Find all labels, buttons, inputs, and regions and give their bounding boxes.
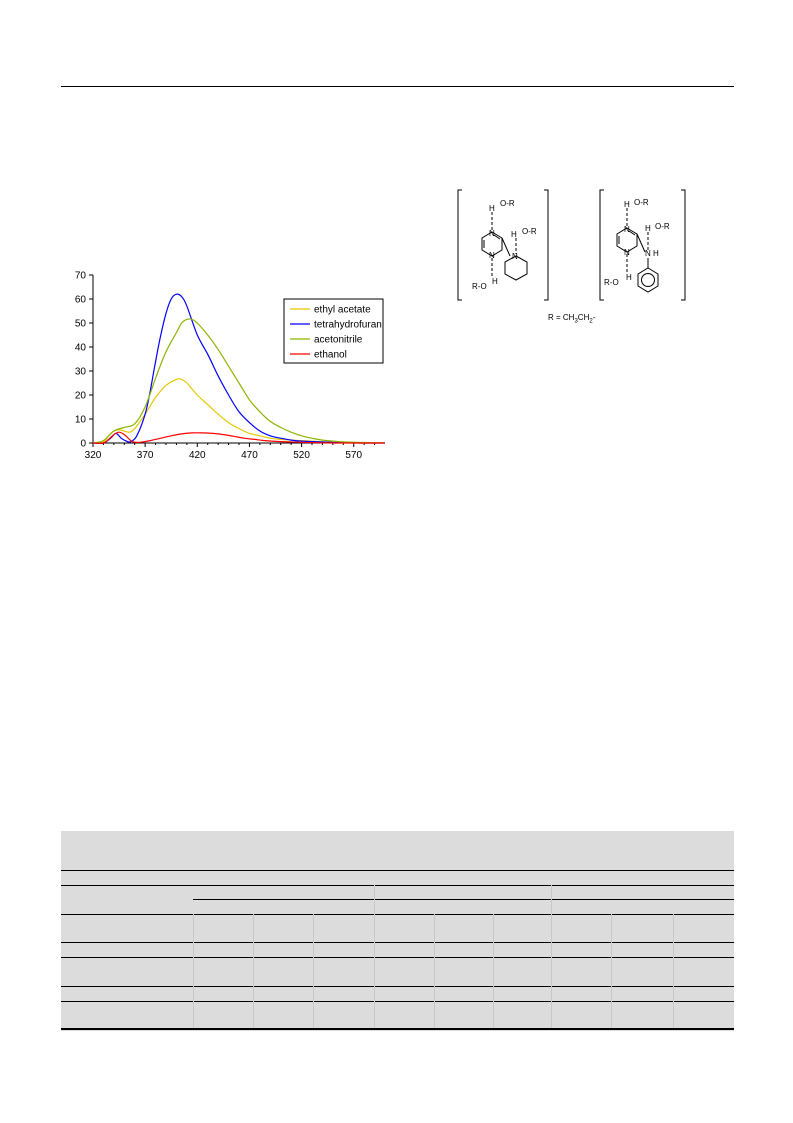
x-tick-label: 470 [241,450,258,461]
right-ro-bottom: R-O [604,278,619,287]
y-tick-label: 10 [75,415,87,426]
table-rule [193,899,734,900]
left-h-pip: H [511,230,517,239]
series-line-tetrahydrofuran [92,293,385,444]
left-h-top: H [489,204,495,213]
left-or-pip: O-R [522,227,537,236]
hydrogen-bond-complex-structures: H O-R N N H O-R N H R-O H O-R N H O-R N … [457,189,686,301]
left-complex [457,189,549,301]
table-col-divider [193,914,194,1028]
table-rule [61,1028,734,1030]
right-n-top: N [624,225,630,234]
left-ro-bottom: R-O [472,282,487,291]
x-tick-label: 520 [293,450,310,461]
chart-legend: ethyl acetate tetrahydrofuran acetonitrile… [283,298,384,364]
right-or-top: O-R [634,198,649,207]
y-tick-label: 70 [75,271,87,282]
series-line-ethanol [92,431,385,444]
y-tick-label: 40 [75,343,87,354]
legend-label: ethanol [314,350,347,361]
left-n-bottom: N [489,251,495,260]
legend-label: tetrahydrofuran [314,320,382,331]
chart-series [92,293,386,444]
data-table [61,831,734,1031]
chart-axes: 0 10 20 30 40 50 60 70 320 370 420 470 520 570 [75,271,385,461]
y-tick-label: 50 [75,319,87,330]
left-h-bottom: H [492,277,498,286]
right-h-amine: H [653,249,659,258]
series-line-acetonitrile [92,318,386,444]
header-rule [61,86,734,87]
legend-label: acetonitrile [314,335,363,346]
legend-box [283,298,384,364]
table-col-divider [253,914,254,1028]
right-complex [599,189,686,301]
right-n-bottom: N [624,248,630,257]
table-col-divider [434,914,435,1028]
table-col-divider [374,885,375,1028]
table-rule [61,942,734,943]
x-tick-label: 570 [345,450,362,461]
table-rule [61,957,734,958]
y-tick-label: 20 [75,391,87,402]
right-h-nh: H [645,224,651,233]
table-rule [61,986,734,987]
left-or-top: O-R [500,199,515,208]
left-n-top: N [489,229,495,238]
x-tick-label: 370 [137,450,154,461]
structure-caption: R = CH3CH2- [548,313,596,325]
y-tick-label: 0 [80,439,86,450]
y-tick-label: 60 [75,295,87,306]
table-col-divider [493,914,494,1028]
table-rule [61,1001,734,1002]
right-h-bottom: H [626,273,632,282]
y-tick-label: 30 [75,367,87,378]
table-rule [61,914,734,915]
table-rule [61,870,734,871]
table-col-divider [673,914,674,1028]
x-tick-label: 420 [189,450,206,461]
legend-label: ethyl acetate [314,305,371,316]
right-h-top: H [624,200,630,209]
left-complex-labels: H O-R N N H O-R N H R-O [472,199,537,291]
table-col-divider [313,914,314,1028]
table-col-divider [611,914,612,1028]
table-rule [61,885,734,886]
emission-spectra-chart: 0 10 20 30 40 50 60 70 320 370 420 470 520 570 ethyl … [75,271,386,461]
table-col-divider [551,885,552,1028]
x-tick-label: 320 [85,450,102,461]
right-n-amine: N [645,249,651,258]
left-n-pip: N [512,252,518,261]
right-complex-labels: H O-R N H O-R N N H H R-O [604,198,670,287]
right-or-nh: O-R [655,222,670,231]
